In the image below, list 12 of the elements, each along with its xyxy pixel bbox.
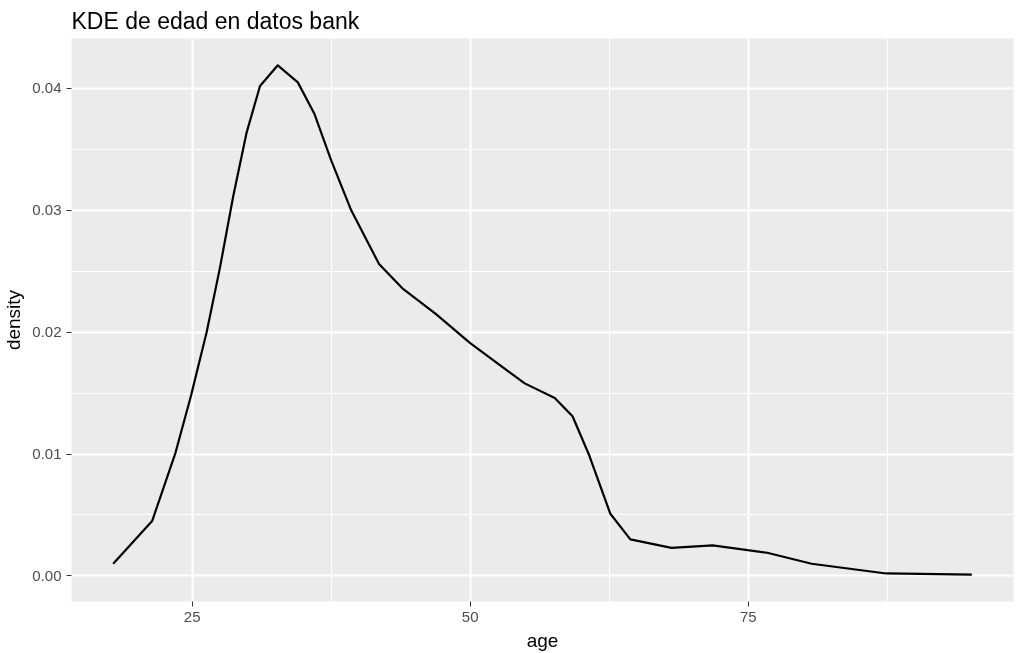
chart-title: KDE de edad en datos bank (71, 7, 360, 34)
y-tick-label: 0.01 (32, 445, 62, 463)
x-tick-label: 50 (461, 607, 479, 625)
line-series (112, 64, 973, 576)
x-tick-label: 75 (739, 607, 757, 625)
y-tick-label: 0.03 (32, 201, 62, 219)
y-tick-label: 0.04 (32, 79, 62, 97)
x-tick-label: 25 (183, 607, 201, 625)
y-axis-title: density (3, 289, 25, 351)
y-tick-label: 0.02 (32, 323, 62, 341)
y-tick-label: 0.00 (32, 566, 62, 584)
x-axis-title: age (526, 629, 559, 651)
